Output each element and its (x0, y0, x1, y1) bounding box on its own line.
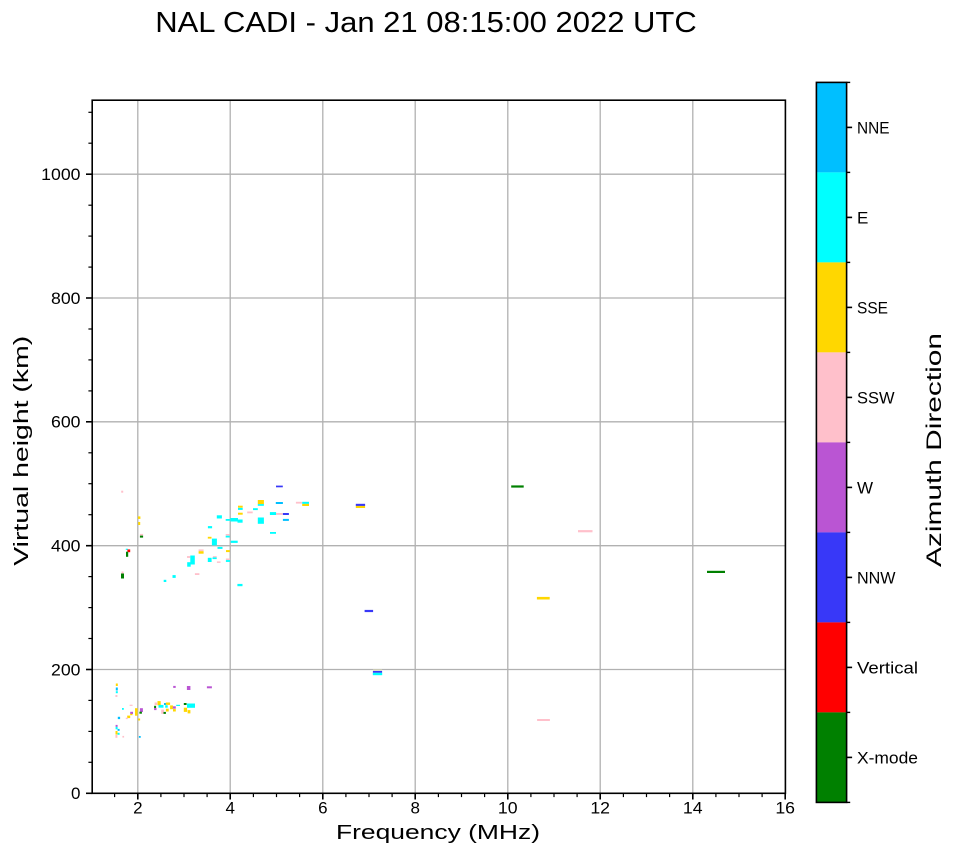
svg-text:6: 6 (318, 799, 327, 818)
svg-text:NNW: NNW (857, 568, 896, 587)
svg-text:SSW: SSW (857, 388, 895, 407)
svg-text:600: 600 (51, 413, 81, 432)
svg-text:E: E (857, 208, 868, 227)
svg-text:NAL CADI - Jan 21 08:15:00 202: NAL CADI - Jan 21 08:15:00 2022 UTC (155, 7, 697, 39)
svg-text:Frequency (MHz): Frequency (MHz) (336, 821, 540, 844)
svg-text:NNE: NNE (857, 118, 890, 137)
svg-text:2: 2 (133, 799, 142, 818)
svg-text:0: 0 (71, 784, 80, 803)
svg-text:SSE: SSE (857, 298, 888, 317)
svg-text:8: 8 (410, 799, 419, 818)
svg-text:Virtual height (km): Virtual height (km) (10, 336, 33, 566)
svg-text:Vertical: Vertical (857, 658, 918, 677)
svg-text:X-mode: X-mode (857, 748, 918, 767)
svg-text:Azimuth Direction: Azimuth Direction (923, 333, 946, 567)
svg-text:14: 14 (683, 799, 703, 818)
svg-text:16: 16 (775, 799, 795, 818)
svg-text:800: 800 (51, 289, 81, 308)
svg-text:200: 200 (51, 660, 81, 679)
svg-text:W: W (857, 478, 873, 497)
svg-text:400: 400 (51, 537, 81, 556)
svg-text:1000: 1000 (41, 165, 80, 184)
svg-text:10: 10 (498, 799, 518, 818)
svg-text:4: 4 (225, 799, 234, 818)
svg-text:12: 12 (590, 799, 610, 818)
